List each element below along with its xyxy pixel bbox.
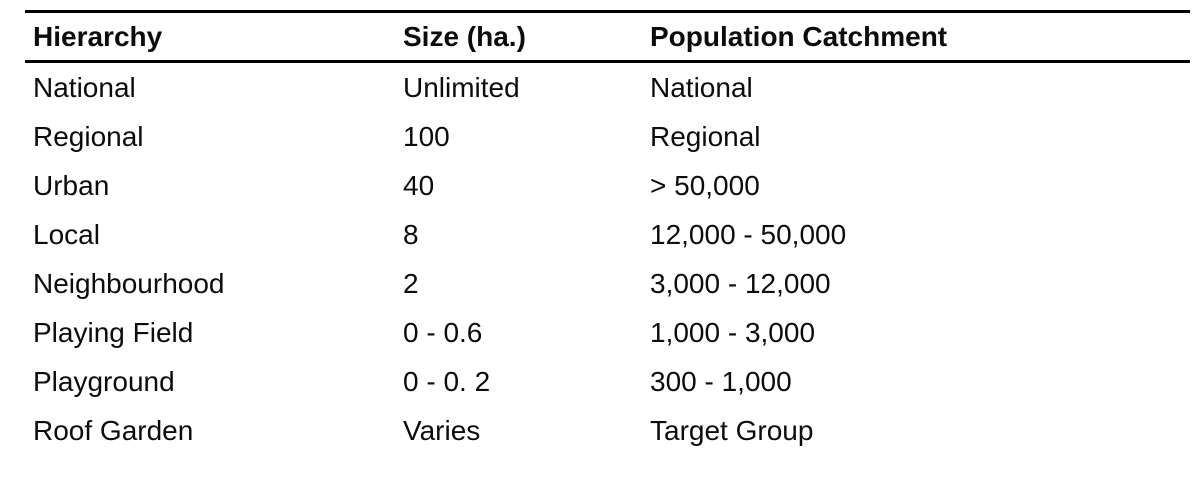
cell-size: 0 - 0.6 xyxy=(403,316,483,348)
column-header-size: Size (ha.) xyxy=(403,20,526,52)
table-row: Neighbourhood 2 3,000 - 12,000 xyxy=(25,259,1190,308)
cell-size: 8 xyxy=(403,218,419,250)
table-row: National Unlimited National xyxy=(25,62,1190,113)
cell-catchment: National xyxy=(650,71,753,103)
table-row: Playing Field 0 - 0.6 1,000 - 3,000 xyxy=(25,308,1190,357)
cell-catchment: 3,000 - 12,000 xyxy=(650,267,831,299)
cell-catchment: 1,000 - 3,000 xyxy=(650,316,816,348)
cell-hierarchy: Roof Garden xyxy=(33,414,194,446)
table-row: Regional 100 Regional xyxy=(25,112,1190,161)
cell-catchment: > 50,000 xyxy=(650,169,760,201)
cell-size: 100 xyxy=(403,120,450,152)
cell-catchment: 300 - 1,000 xyxy=(650,365,792,397)
cell-size: 2 xyxy=(403,267,419,299)
table-row: Roof Garden Varies Target Group xyxy=(25,406,1190,455)
cell-hierarchy: Playground xyxy=(33,365,175,397)
cell-size: 0 - 0. 2 xyxy=(403,365,491,397)
cell-hierarchy: National xyxy=(33,71,136,103)
table-row: Playground 0 - 0. 2 300 - 1,000 xyxy=(25,357,1190,406)
column-header-population-catchment: Population Catchment xyxy=(650,20,948,52)
cell-size: 40 xyxy=(403,169,435,201)
cell-hierarchy: Urban xyxy=(33,169,110,201)
cell-hierarchy: Neighbourhood xyxy=(33,267,225,299)
cell-catchment: Target Group xyxy=(650,414,814,446)
header-row: Hierarchy Size (ha.) Population Catchmen… xyxy=(25,11,1190,62)
cell-hierarchy: Playing Field xyxy=(33,316,194,348)
park-hierarchy-table: Hierarchy Size (ha.) Population Catchmen… xyxy=(25,10,1190,455)
cell-catchment: Regional xyxy=(650,120,761,152)
cell-catchment: 12,000 - 50,000 xyxy=(650,218,847,250)
document-table-container: Hierarchy Size (ha.) Population Catchmen… xyxy=(25,10,1190,455)
cell-hierarchy: Regional xyxy=(33,120,144,152)
table-row: Local 8 12,000 - 50,000 xyxy=(25,210,1190,259)
column-header-hierarchy: Hierarchy xyxy=(33,20,163,52)
cell-size: Unlimited xyxy=(403,71,520,103)
table-row: Urban 40 > 50,000 xyxy=(25,161,1190,210)
cell-hierarchy: Local xyxy=(33,218,100,250)
cell-size: Varies xyxy=(403,414,481,446)
